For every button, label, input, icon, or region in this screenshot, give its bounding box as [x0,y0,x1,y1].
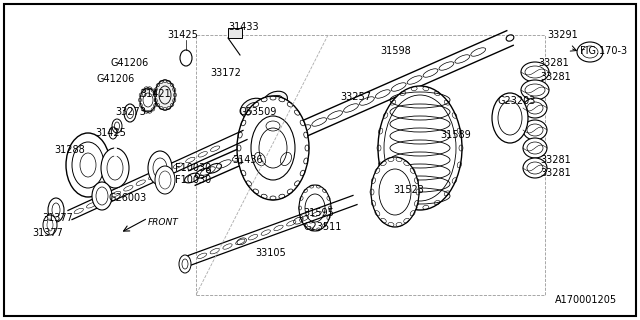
Text: 33273: 33273 [115,107,146,117]
Text: 33291: 33291 [547,30,578,40]
Text: G23203: G23203 [497,96,536,106]
Ellipse shape [299,185,331,231]
Ellipse shape [237,96,309,200]
Text: 31598: 31598 [380,46,411,56]
Text: G23511: G23511 [303,222,341,232]
Text: 31425: 31425 [167,30,198,40]
Text: FIG.170-3: FIG.170-3 [580,46,627,56]
Ellipse shape [241,98,266,118]
Text: FRONT: FRONT [148,218,179,227]
Text: 31595: 31595 [303,208,334,218]
Ellipse shape [521,62,549,82]
Text: 33105: 33105 [255,248,285,258]
Ellipse shape [48,198,64,222]
Text: 33281: 33281 [540,72,571,82]
Text: 31433: 31433 [228,22,259,32]
Bar [228,28,242,38]
Text: F10030: F10030 [175,163,211,173]
Text: 33281: 33281 [540,155,571,165]
Text: G26003: G26003 [108,193,147,203]
Text: 31288: 31288 [54,145,84,155]
Ellipse shape [371,157,419,227]
Ellipse shape [155,166,175,194]
Ellipse shape [101,148,129,188]
Text: 31436: 31436 [232,155,262,165]
Ellipse shape [155,80,175,110]
Ellipse shape [124,104,136,122]
Ellipse shape [523,98,547,118]
Ellipse shape [378,86,462,210]
Text: 33257: 33257 [340,92,371,102]
Ellipse shape [523,120,547,140]
Ellipse shape [148,151,172,185]
Text: G41206: G41206 [110,58,148,68]
Ellipse shape [523,158,547,178]
Text: 31589: 31589 [440,130,471,140]
Ellipse shape [492,93,528,143]
Ellipse shape [262,91,287,111]
Ellipse shape [140,88,156,112]
Text: 33281: 33281 [538,58,569,68]
Ellipse shape [523,138,547,158]
Text: 33281: 33281 [540,168,571,178]
Text: A170001205: A170001205 [555,295,617,305]
Text: G41206: G41206 [96,74,134,84]
Ellipse shape [66,133,110,197]
Ellipse shape [43,215,57,235]
Text: G53509: G53509 [238,107,276,117]
Ellipse shape [521,80,549,100]
Ellipse shape [92,182,112,210]
Text: 31425: 31425 [95,128,126,138]
Ellipse shape [179,255,191,273]
Ellipse shape [251,116,295,180]
Text: 31377: 31377 [32,228,63,238]
Text: 31421: 31421 [140,89,171,99]
Text: 31377: 31377 [42,213,73,223]
Text: 31523: 31523 [393,185,424,195]
Text: 33172: 33172 [210,68,241,78]
Text: F10030: F10030 [175,175,211,185]
